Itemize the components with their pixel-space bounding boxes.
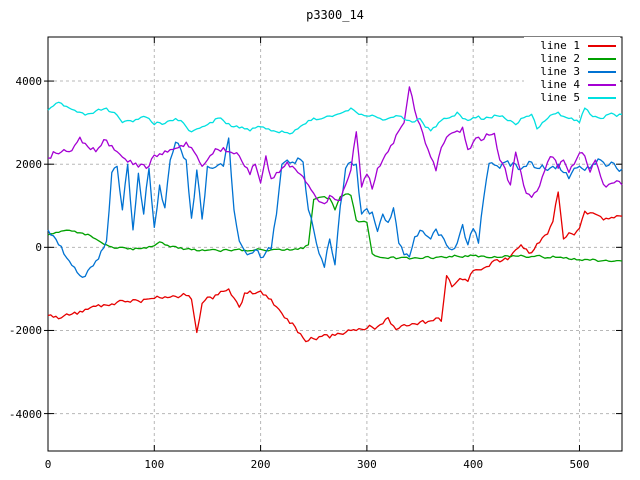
y-axis-tick-label: 4000 (15, 75, 43, 89)
legend-label: line 2 (540, 52, 580, 65)
x-axis-tick-label: 400 (463, 458, 484, 471)
x-axis-tick-label: 100 (144, 458, 165, 471)
legend-item: line 4 (530, 78, 616, 91)
legend: line 1 line 2 line 3 line 4 line 5 (524, 37, 620, 106)
chart-title: p3300_14 (306, 8, 364, 22)
series-line-4 (47, 86, 623, 205)
legend-line-sample (588, 70, 616, 73)
series-line-2 (47, 193, 623, 263)
x-axis-tick-label: 200 (250, 458, 271, 471)
legend-label: line 5 (540, 91, 580, 104)
legend-line-sample (588, 83, 616, 86)
legend-item: line 1 (530, 39, 616, 52)
x-axis-tick-label: 500 (569, 458, 590, 471)
x-axis-tick-label: 300 (356, 458, 377, 471)
series-line-5 (47, 101, 623, 135)
legend-item: line 2 (530, 52, 616, 65)
legend-item: line 5 (530, 91, 616, 104)
legend-line-sample (588, 44, 616, 47)
legend-label: line 1 (540, 39, 580, 52)
legend-item: line 3 (530, 65, 616, 78)
plot-border (47, 36, 623, 452)
legend-line-sample (588, 96, 616, 99)
y-axis-tick-label: 2000 (15, 158, 43, 172)
legend-line-sample (588, 57, 616, 60)
legend-label: line 3 (540, 65, 580, 78)
legend-label: line 4 (540, 78, 580, 91)
series-line-1 (47, 191, 623, 343)
y-axis-tick-label: -2000 (8, 324, 42, 338)
x-axis-tick-label: 0 (44, 458, 52, 471)
y-axis-tick-label: -4000 (8, 407, 42, 421)
series-line-3 (47, 137, 623, 278)
y-axis-tick-label: 0 (35, 241, 42, 255)
